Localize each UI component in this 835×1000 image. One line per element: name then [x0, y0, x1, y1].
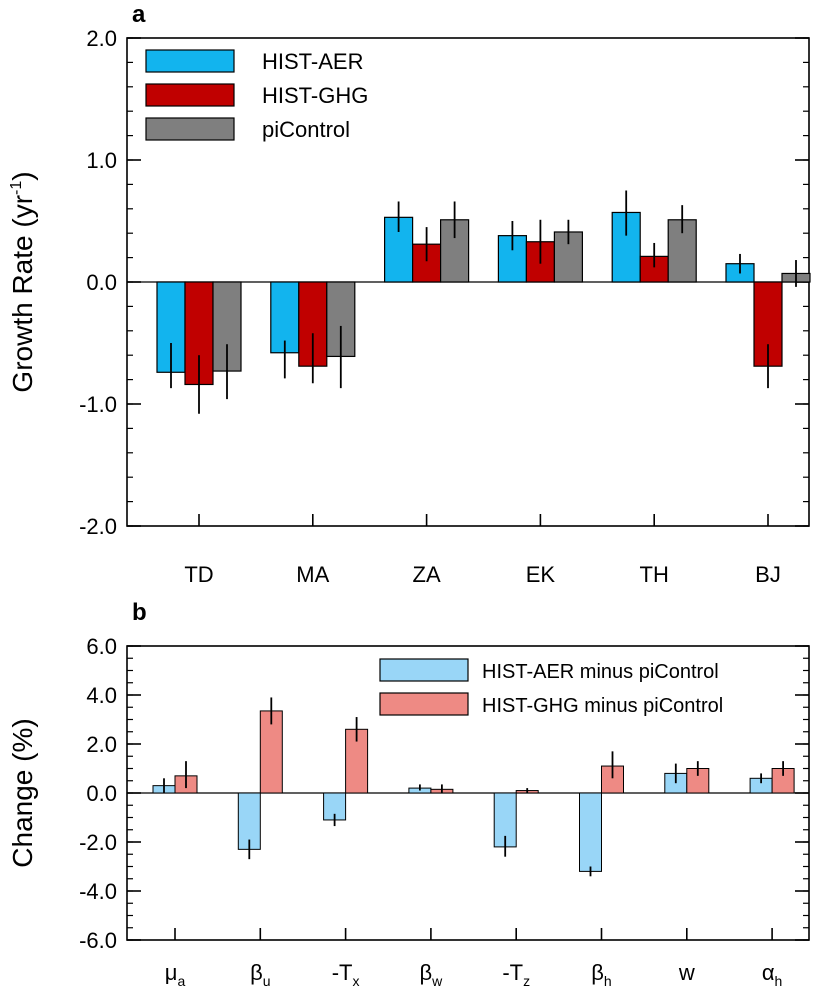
- panel-b-letter: b: [132, 599, 147, 626]
- x-tick-label-base: β: [420, 960, 433, 985]
- y-tick-label: 1.0: [86, 148, 117, 173]
- legend-label: HIST-AER: [262, 49, 363, 74]
- x-tick-label-sub: a: [177, 973, 185, 989]
- x-tick-label-base: α: [762, 960, 775, 985]
- x-tick-label: BJ: [755, 562, 781, 587]
- y-tick-label: 6.0: [86, 634, 117, 659]
- y-tick-label: -2.0: [79, 514, 117, 539]
- legend-swatch: [145, 83, 235, 107]
- x-tick-label-sub: x: [352, 973, 359, 989]
- panel-a-letter: a: [132, 1, 146, 28]
- y-tick-label: 0.0: [86, 270, 117, 295]
- x-tick-label: βh: [591, 960, 611, 989]
- x-tick-label-base: μ: [165, 960, 178, 985]
- y-tick-label: 2.0: [86, 732, 117, 757]
- y-tick-label: 2.0: [86, 26, 117, 51]
- x-tick-label-sub: h: [775, 973, 783, 989]
- x-tick-label: βu: [250, 960, 270, 989]
- x-tick-label-sub: u: [263, 973, 271, 989]
- x-tick-label: μa: [165, 960, 186, 989]
- y-axis-label-main: Growth Rate (yr: [7, 195, 38, 393]
- y-tick-label: 0.0: [86, 781, 117, 806]
- x-tick-label-base: β: [591, 960, 604, 985]
- x-tick-label: -Tx: [332, 960, 360, 989]
- legend-swatch: [379, 692, 469, 716]
- x-tick-label: TH: [640, 562, 669, 587]
- y-tick-label: -6.0: [79, 928, 117, 953]
- y-tick-label: -2.0: [79, 830, 117, 855]
- x-tick-label: w: [678, 960, 695, 985]
- x-tick-label: MA: [296, 562, 329, 587]
- legend-label: HIST-GHG minus piControl: [482, 695, 723, 717]
- x-tick-label: -Tz: [502, 960, 530, 989]
- y-axis-label: Growth Rate (yr-1): [7, 171, 38, 392]
- y-axis-label: Change (%): [7, 718, 38, 867]
- x-tick-label: βw: [420, 960, 444, 989]
- x-tick-label: EK: [526, 562, 556, 587]
- x-tick-label-base: -T: [332, 960, 353, 985]
- x-tick-label-sub: h: [604, 973, 612, 989]
- legend-swatch: [145, 49, 235, 73]
- x-tick-label-base: -T: [502, 960, 523, 985]
- x-tick-label-base: β: [250, 960, 263, 985]
- legend-label: piControl: [262, 117, 350, 142]
- legend-label: HIST-GHG: [262, 83, 368, 108]
- x-tick-label-sub: w: [431, 973, 443, 989]
- x-tick-label: ZA: [413, 562, 441, 587]
- y-axis-label-sup: -1: [8, 181, 25, 195]
- x-tick-label-base: w: [678, 960, 695, 985]
- x-tick-label-sub: z: [523, 973, 530, 989]
- legend-swatch: [145, 117, 235, 141]
- y-axis-label-close: ): [7, 171, 38, 180]
- legend-label: HIST-AER minus piControl: [482, 661, 719, 683]
- panel-a: a -2.0 -1.0 0.0 1.0 2.0 Growth Rate (yr-1) TD MA…: [7, 1, 811, 587]
- bar: [579, 792, 602, 872]
- x-tick-label: αh: [762, 960, 783, 989]
- y-tick-label: -4.0: [79, 879, 117, 904]
- legend-swatch: [379, 658, 469, 682]
- y-tick-label: 4.0: [86, 683, 117, 708]
- y-tick-label: -1.0: [79, 392, 117, 417]
- x-tick-label: TD: [184, 562, 213, 587]
